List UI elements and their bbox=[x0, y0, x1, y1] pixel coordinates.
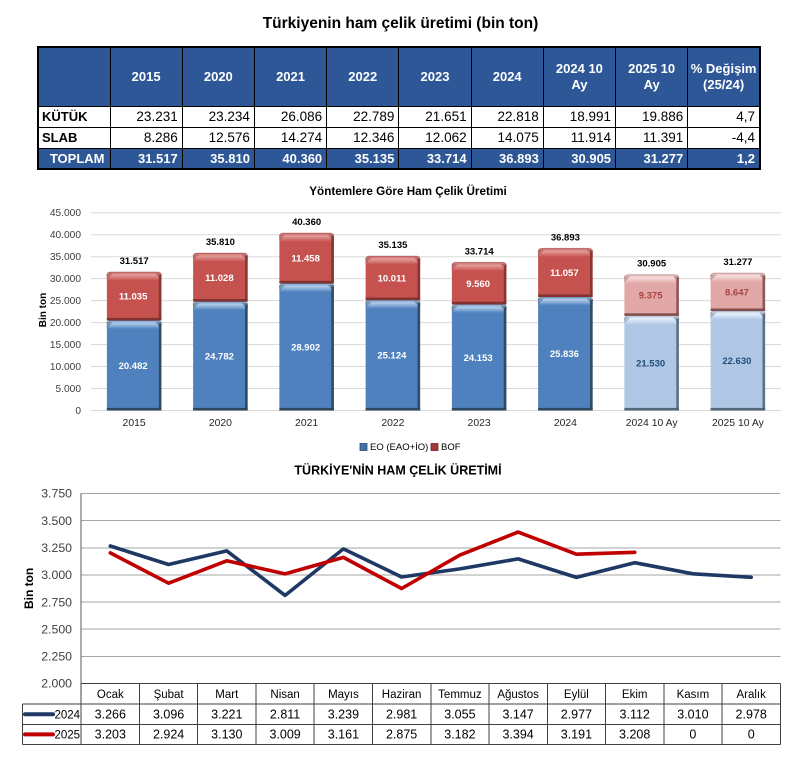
svg-text:2.978: 2.978 bbox=[736, 708, 767, 722]
svg-text:24.782: 24.782 bbox=[205, 351, 234, 362]
svg-text:Bin ton: Bin ton bbox=[38, 293, 49, 327]
svg-text:Bin ton: Bin ton bbox=[22, 568, 36, 609]
svg-text:11.458: 11.458 bbox=[291, 254, 320, 265]
svg-text:11.057: 11.057 bbox=[550, 268, 579, 279]
svg-text:2020: 2020 bbox=[209, 418, 232, 429]
svg-text:11.035: 11.035 bbox=[119, 292, 148, 303]
svg-text:Ocak: Ocak bbox=[97, 689, 124, 701]
svg-text:2025: 2025 bbox=[55, 730, 81, 742]
svg-text:3.147: 3.147 bbox=[502, 708, 533, 722]
svg-text:0: 0 bbox=[748, 728, 755, 742]
svg-text:45.000: 45.000 bbox=[50, 208, 81, 219]
svg-text:0: 0 bbox=[75, 406, 81, 417]
svg-text:3.112: 3.112 bbox=[620, 708, 650, 722]
svg-text:25.124: 25.124 bbox=[377, 351, 407, 362]
svg-text:31.517: 31.517 bbox=[120, 256, 149, 267]
svg-text:2.750: 2.750 bbox=[41, 595, 72, 609]
svg-text:11.028: 11.028 bbox=[205, 273, 234, 284]
svg-text:3.191: 3.191 bbox=[561, 728, 592, 742]
svg-text:3.394: 3.394 bbox=[502, 728, 533, 742]
svg-text:Eylül: Eylül bbox=[564, 689, 589, 701]
svg-text:BOF: BOF bbox=[441, 442, 461, 453]
svg-text:20.000: 20.000 bbox=[50, 318, 81, 329]
svg-text:Kasım: Kasım bbox=[677, 689, 710, 701]
svg-text:28.902: 28.902 bbox=[291, 342, 320, 353]
svg-text:2.977: 2.977 bbox=[561, 708, 592, 722]
svg-text:10.011: 10.011 bbox=[378, 274, 407, 285]
svg-text:2022: 2022 bbox=[381, 418, 404, 429]
svg-text:3.250: 3.250 bbox=[41, 541, 72, 555]
svg-text:30.905: 30.905 bbox=[637, 259, 667, 270]
svg-text:3.750: 3.750 bbox=[41, 487, 72, 501]
svg-text:25.836: 25.836 bbox=[550, 349, 579, 360]
svg-text:40.000: 40.000 bbox=[50, 230, 81, 241]
svg-text:Nisan: Nisan bbox=[270, 689, 299, 701]
svg-text:Mayıs: Mayıs bbox=[328, 689, 359, 701]
svg-text:5.000: 5.000 bbox=[56, 384, 82, 395]
svg-text:24.153: 24.153 bbox=[464, 353, 493, 364]
svg-text:2.500: 2.500 bbox=[41, 622, 72, 636]
svg-text:25.000: 25.000 bbox=[50, 296, 81, 307]
svg-text:2.924: 2.924 bbox=[153, 728, 184, 742]
svg-text:2.981: 2.981 bbox=[386, 708, 417, 722]
svg-text:2021: 2021 bbox=[295, 418, 318, 429]
svg-text:22.630: 22.630 bbox=[722, 356, 751, 367]
svg-text:40.360: 40.360 bbox=[292, 217, 321, 228]
svg-text:20.482: 20.482 bbox=[119, 361, 148, 372]
svg-text:2024 10 Ay: 2024 10 Ay bbox=[626, 418, 679, 429]
svg-text:2023: 2023 bbox=[468, 418, 491, 429]
svg-text:Aralık: Aralık bbox=[736, 689, 766, 701]
svg-text:8.647: 8.647 bbox=[725, 287, 749, 298]
svg-text:35.135: 35.135 bbox=[378, 240, 408, 251]
svg-text:3.010: 3.010 bbox=[677, 708, 708, 722]
svg-text:2024: 2024 bbox=[55, 709, 81, 721]
svg-text:3.203: 3.203 bbox=[95, 728, 126, 742]
svg-text:21.530: 21.530 bbox=[636, 359, 665, 370]
svg-text:3.000: 3.000 bbox=[41, 568, 72, 582]
svg-text:31.277: 31.277 bbox=[723, 257, 752, 268]
svg-text:2024: 2024 bbox=[554, 418, 577, 429]
svg-text:Ekim: Ekim bbox=[622, 689, 648, 701]
svg-text:2.811: 2.811 bbox=[270, 708, 300, 722]
svg-text:2025 10 Ay: 2025 10 Ay bbox=[712, 418, 765, 429]
svg-text:3.500: 3.500 bbox=[41, 514, 72, 528]
svg-text:TÜRKİYE'NİN HAM ÇELİK ÜRETİMİ: TÜRKİYE'NİN HAM ÇELİK ÜRETİMİ bbox=[294, 463, 501, 478]
svg-text:3.130: 3.130 bbox=[211, 728, 242, 742]
svg-text:3.182: 3.182 bbox=[444, 728, 475, 742]
svg-text:2015: 2015 bbox=[123, 418, 146, 429]
svg-text:2.000: 2.000 bbox=[41, 677, 72, 691]
svg-text:30.000: 30.000 bbox=[50, 274, 81, 285]
svg-text:Mart: Mart bbox=[215, 689, 239, 701]
svg-text:0: 0 bbox=[689, 728, 696, 742]
svg-text:EO (EAO+İO): EO (EAO+İO) bbox=[370, 442, 428, 453]
svg-text:15.000: 15.000 bbox=[50, 340, 81, 351]
svg-text:9.560: 9.560 bbox=[466, 279, 490, 290]
svg-text:35.810: 35.810 bbox=[206, 237, 235, 248]
svg-text:2.250: 2.250 bbox=[41, 650, 72, 664]
svg-text:3.221: 3.221 bbox=[211, 708, 242, 722]
svg-text:3.266: 3.266 bbox=[95, 708, 126, 722]
svg-text:3.161: 3.161 bbox=[328, 728, 359, 742]
svg-text:35.000: 35.000 bbox=[50, 252, 81, 263]
svg-text:3.096: 3.096 bbox=[153, 708, 184, 722]
svg-text:3.055: 3.055 bbox=[444, 708, 475, 722]
svg-text:9.375: 9.375 bbox=[639, 291, 663, 302]
svg-text:2.875: 2.875 bbox=[386, 728, 417, 742]
svg-text:10.000: 10.000 bbox=[50, 362, 81, 373]
svg-text:3.009: 3.009 bbox=[269, 728, 300, 742]
svg-text:Ağustos: Ağustos bbox=[497, 689, 539, 701]
svg-text:Temmuz: Temmuz bbox=[438, 689, 482, 701]
svg-text:Haziran: Haziran bbox=[382, 689, 422, 701]
svg-text:33.714: 33.714 bbox=[465, 246, 495, 257]
svg-text:3.239: 3.239 bbox=[328, 708, 359, 722]
svg-text:Şubat: Şubat bbox=[154, 689, 185, 701]
svg-text:Yöntemlere Göre Ham Çelik Üret: Yöntemlere Göre Ham Çelik Üretimi bbox=[309, 185, 506, 198]
svg-text:3.208: 3.208 bbox=[619, 728, 650, 742]
svg-text:36.893: 36.893 bbox=[551, 232, 580, 243]
